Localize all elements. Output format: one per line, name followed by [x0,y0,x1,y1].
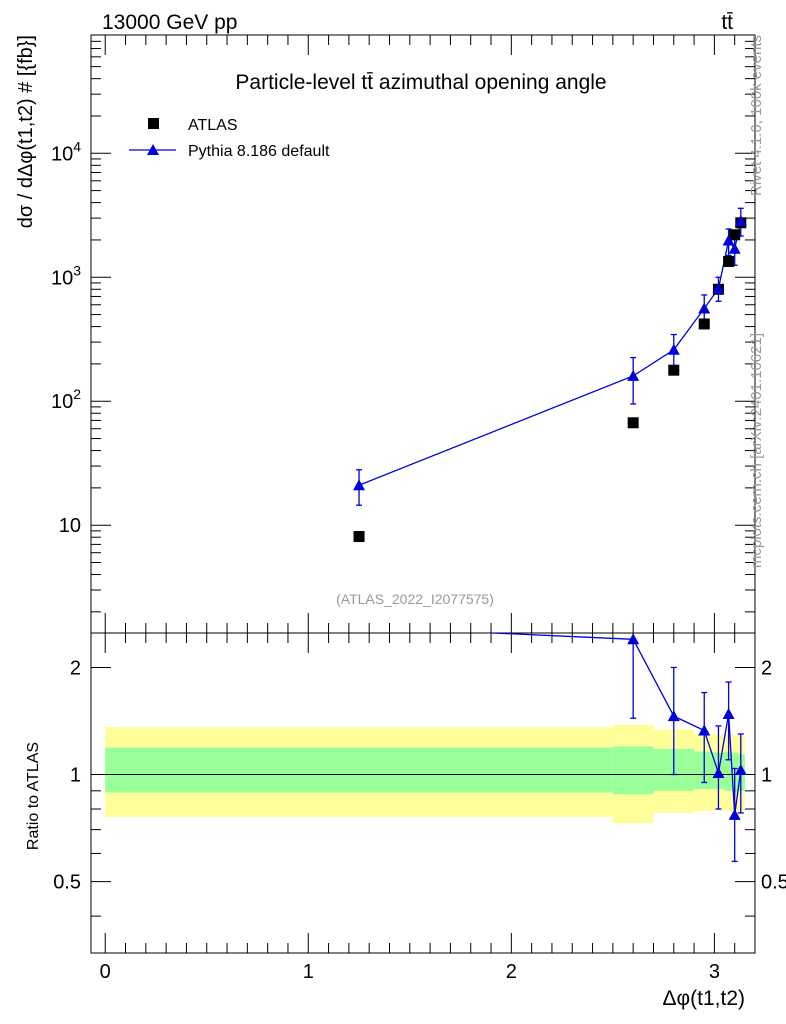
ratio-y-tick-label-right: 1 [761,765,772,787]
ratio-y-tick-label-left: 1 [70,765,81,787]
ratio-point [698,724,711,736]
axis-ticks [91,34,756,953]
atlas-point [627,417,639,429]
atlas-point [698,318,710,330]
ratio-point [627,633,640,645]
ratio-point [734,763,747,775]
tick-label-exponent: 2 [73,386,81,402]
pythia-point [667,343,680,355]
mcplots-label: mcplots.cern.ch [arXiv:2401.10621] [748,333,765,568]
tick-label-exponent: 3 [73,262,81,278]
process-label: tt̄ [721,11,733,34]
main-y-axis-label-text: dσ / dΔφ(t1,t2) # [{fb}] [15,35,37,228]
ratio-uncertainty-bands [91,724,755,824]
atlas-point [729,229,741,241]
pythia-point [712,282,725,294]
pythia-point [734,214,747,226]
x-tick-label: 2 [506,961,517,983]
x-axis-label: Δφ(t1,t2) [663,987,746,1010]
tick-label-base: 10 [51,267,73,289]
tick-label-exponent: 4 [73,138,81,154]
pythia-point [722,234,735,246]
x-tick-label: 0 [100,961,111,983]
pythia-point [353,479,366,491]
tick-label-base: 10 [51,391,73,413]
pythia-series-line [358,220,742,486]
rivet-version-label: Rivet 4.1.0, 100k events [748,35,765,196]
ratio-y-tick-label-left: 0.5 [53,872,81,894]
atlas-point [668,364,680,376]
ratio-point [722,707,735,719]
x-tick-label: 3 [709,961,720,983]
main-y-tick-label: 102 [51,386,81,413]
main-y-tick-label: 103 [51,262,81,289]
band-inner-segment [732,752,739,793]
plot-title: Particle-level tt̄ azimuthal opening ang… [235,71,606,94]
ratio-plot-frame [90,632,756,954]
ratio-y-tick-label-right: 2 [761,657,772,679]
ratio-y-tick-label-left: 2 [70,657,81,679]
legend-pythia-marker [147,144,159,155]
band-inner-segment [612,746,654,795]
pythia-point [627,369,640,381]
legend-pythia-label: Pythia 8.186 default [188,143,330,160]
main-y-axis-label: dσ / dΔφ(t1,t2) # [{fb}] [15,35,37,228]
pythia-point [698,302,711,314]
ratio-point [712,767,725,779]
energy-label: 13000 GeV pp [102,11,237,34]
x-tick-label: 1 [303,961,314,983]
ratio-point [667,710,680,722]
band-inner-segment [724,751,733,791]
analysis-id: (ATLAS_2022_I2077575) [336,591,494,607]
band-inner-segment [105,747,613,793]
main-y-tick-label: 104 [51,138,81,165]
ratio-point [728,808,741,820]
main-y-tick-label: 10 [59,515,81,537]
data-points [353,207,747,863]
ratio-y-tick-label-right: 0.5 [761,872,786,894]
legend-atlas-marker [148,118,159,129]
series-lines [358,220,742,816]
pythia-point [728,242,741,254]
ratio-series-line [478,633,742,816]
atlas-point [723,256,735,268]
ratio-y-axis-label: Ratio to ATLAS [25,742,42,850]
tick-label-base: 10 [51,143,73,165]
atlas-point [353,531,365,543]
legend-atlas-label: ATLAS [188,117,238,134]
